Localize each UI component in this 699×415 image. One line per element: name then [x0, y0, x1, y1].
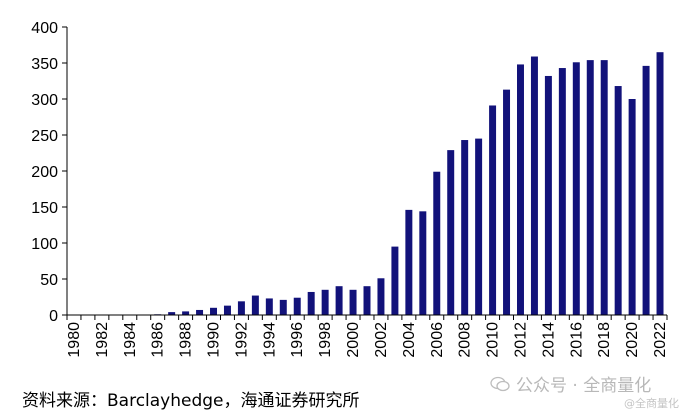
- bar-2013: [530, 56, 538, 316]
- bar-2009: [475, 138, 483, 315]
- bar-1987: [168, 312, 176, 315]
- bar-2020: [628, 99, 636, 315]
- x-tick-label-2022: 2022: [652, 322, 669, 358]
- x-tick-label-1982: 1982: [94, 322, 111, 358]
- y-tick-label-200: 200: [31, 164, 58, 181]
- x-tick-label-2016: 2016: [568, 322, 585, 358]
- x-tick-label-1986: 1986: [150, 322, 167, 358]
- y-tick-label-250: 250: [31, 128, 58, 145]
- x-tick-label-2010: 2010: [485, 322, 502, 358]
- bar-2017: [586, 60, 594, 316]
- y-tick-label-400: 400: [31, 20, 58, 37]
- bar-2012: [517, 64, 524, 315]
- y-tick-label-0: 0: [49, 308, 58, 325]
- x-tick-label-1994: 1994: [261, 322, 278, 358]
- y-tick-label-300: 300: [31, 92, 58, 109]
- x-tick-label-2018: 2018: [596, 322, 613, 358]
- bar-2003: [391, 246, 399, 315]
- y-tick-label-350: 350: [31, 56, 58, 73]
- x-tick-label-1998: 1998: [317, 322, 334, 358]
- bar-2015: [558, 68, 566, 315]
- watermark-subtext: @全商量化: [624, 397, 679, 410]
- x-tick-label-2008: 2008: [457, 322, 474, 358]
- bar-2005: [419, 211, 427, 315]
- wechat-icon: [490, 376, 510, 391]
- bar-1995: [279, 299, 287, 315]
- watermark-text: 公众号 · 全商量化: [516, 376, 652, 396]
- bar-1990: [210, 307, 217, 315]
- bar-1989: [196, 309, 204, 315]
- bar-chart: 0 50 100 150 200 250 300 350 400 1980 1982 1984 1986…: [31, 20, 669, 358]
- bar-2016: [572, 62, 580, 315]
- bar-1994: [265, 298, 273, 315]
- bar-2021: [642, 65, 650, 315]
- bar-2014: [544, 75, 552, 316]
- bar-2002: [377, 278, 385, 315]
- y-tick-label-150: 150: [31, 200, 58, 217]
- bar-2007: [447, 150, 455, 315]
- x-tick-label-2020: 2020: [624, 322, 641, 358]
- bar-2011: [503, 89, 511, 315]
- bar-1988: [182, 311, 190, 315]
- x-tick-label-2000: 2000: [345, 322, 362, 358]
- x-tick-label-2006: 2006: [429, 322, 446, 358]
- x-tick-label-1992: 1992: [233, 322, 250, 358]
- x-tick-label-1980: 1980: [66, 322, 83, 358]
- x-tick-label-2012: 2012: [512, 322, 529, 358]
- x-tick-label-2002: 2002: [373, 322, 390, 358]
- x-tick-label-1988: 1988: [178, 322, 195, 358]
- source-note: 资料来源：Barclayhedge，海通证券研究所: [22, 391, 360, 411]
- y-tick-label-100: 100: [31, 236, 58, 253]
- x-tick-label-1990: 1990: [206, 322, 223, 358]
- bar-2001: [363, 286, 371, 315]
- bar-1993: [251, 295, 259, 315]
- x-tick-label-1984: 1984: [122, 322, 139, 358]
- bar-2000: [349, 289, 357, 315]
- bar-1997: [307, 291, 315, 315]
- bar-2008: [461, 140, 469, 315]
- bar-1992: [237, 301, 245, 315]
- y-tick-label-50: 50: [40, 272, 58, 289]
- bar-1996: [293, 297, 301, 315]
- bar-2006: [433, 171, 441, 315]
- bar-1998: [321, 289, 329, 315]
- bar-2018: [600, 60, 608, 316]
- bar-1999: [335, 286, 343, 315]
- watermark: 公众号 · 全商量化: [490, 371, 651, 396]
- x-tick-label-2014: 2014: [540, 322, 557, 358]
- x-tick-label-1996: 1996: [289, 322, 306, 358]
- bar-2019: [614, 86, 622, 315]
- x-tick-label-2004: 2004: [401, 322, 418, 358]
- bar-2010: [489, 105, 497, 315]
- bar-1991: [223, 305, 231, 315]
- bar-2022: [656, 52, 664, 315]
- bar-2004: [405, 209, 413, 315]
